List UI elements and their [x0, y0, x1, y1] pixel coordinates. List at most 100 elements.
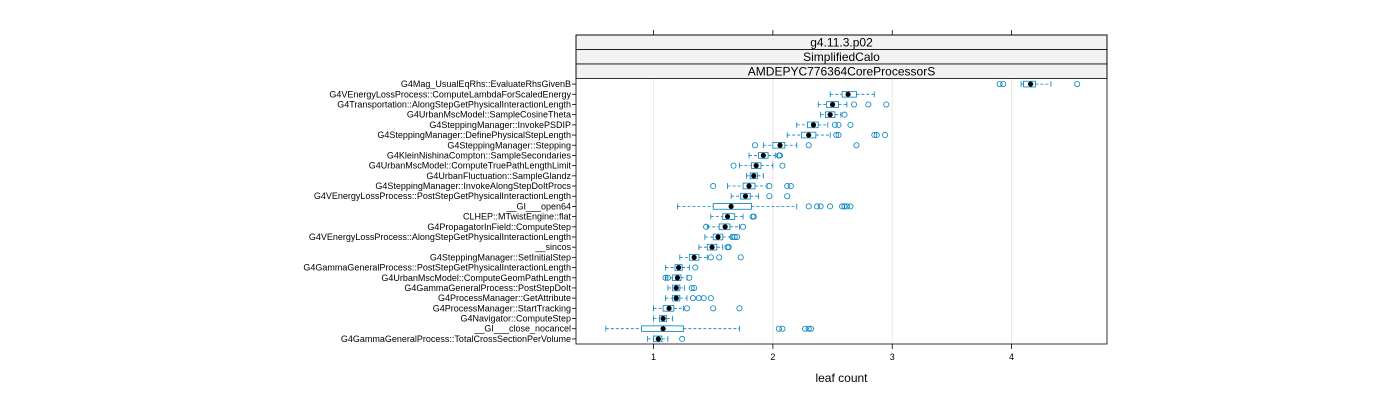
outlier-point — [827, 203, 834, 210]
median-dot — [806, 132, 812, 138]
x-tick-label: 1 — [651, 352, 656, 362]
x-tick-label: 4 — [1009, 352, 1014, 362]
category-label: G4ProcessManager::GetAttribute — [438, 293, 571, 303]
outlier-point — [853, 142, 860, 149]
median-dot — [676, 264, 682, 271]
median-dot — [722, 224, 728, 230]
outlier-point — [839, 203, 846, 210]
outlier-point — [688, 284, 695, 291]
category-label: G4SteppingManager::DefinePhysicalStepLen… — [377, 130, 571, 140]
outlier-point — [1074, 81, 1081, 88]
outlier-point — [683, 305, 690, 312]
category-label: G4SteppingManager::SetInitialStep — [430, 252, 571, 262]
outlier-point — [731, 233, 738, 240]
median-dot — [829, 101, 836, 108]
median-dot — [777, 142, 783, 148]
outlier-point — [835, 132, 842, 139]
outlier-point — [871, 132, 878, 139]
outlier-point — [847, 203, 854, 210]
outlier-point — [686, 274, 693, 281]
outlier-point — [787, 183, 794, 190]
strip-label: SimplifiedCalo — [803, 50, 880, 64]
outlier-point — [730, 162, 737, 169]
median-dot — [742, 193, 749, 199]
median-dot — [691, 254, 697, 260]
category-labels: G4Mag_UsualEqRhs::EvaluateRhsGivenBG4VEn… — [303, 79, 576, 344]
median-dot — [655, 336, 661, 342]
outlier-point — [766, 193, 773, 200]
outlier-point — [805, 203, 812, 210]
median-dot — [751, 173, 757, 179]
median-dot — [753, 163, 759, 169]
category-label: G4KleinNishinaCompton::SampleSecondaries — [387, 150, 572, 160]
category-label: __sincos — [534, 242, 571, 252]
category-label: G4GammaGeneralProcess::PostStepGetPhysic… — [303, 263, 571, 273]
x-tick-label: 2 — [770, 352, 775, 362]
outlier-point — [843, 203, 850, 210]
outlier-point — [1000, 81, 1007, 88]
median-dot — [845, 91, 851, 97]
outlier-point — [710, 305, 717, 312]
category-label: G4UrbanMscModel::ComputeTruePathLengthLi… — [369, 161, 572, 171]
category-label: G4UrbanMscModel::ComputeGeomPathLength — [381, 273, 571, 283]
panel-border — [575, 34, 1108, 345]
outlier-point — [841, 111, 848, 118]
median-dot — [810, 122, 817, 128]
outlier-point — [766, 183, 773, 190]
category-label: G4Transportation::AlongStepGetPhysicalIn… — [337, 99, 571, 109]
outlier-point — [775, 325, 782, 332]
outlier-point — [729, 233, 736, 240]
median-dot — [666, 305, 672, 311]
category-label: G4VEnergyLossProcess::AlongStepGetPhysic… — [309, 232, 571, 242]
category-label: G4GammaGeneralProcess::TotalCrossSection… — [341, 334, 571, 344]
median-dot — [827, 112, 833, 118]
category-label: G4PropagatorInField::ComputeStep — [427, 222, 571, 232]
outlier-point — [802, 325, 809, 332]
strip-headers: g4.11.3.p02SimplifiedCaloAMDEPYC776364Co… — [575, 34, 1108, 79]
outlier-point — [725, 244, 732, 251]
strip-label: AMDEPYC776364CoreProcessorS — [748, 65, 935, 79]
outlier-point — [695, 295, 702, 302]
median-dot — [724, 213, 731, 220]
boxes — [605, 80, 1081, 343]
outlier-point — [779, 325, 786, 332]
category-label: G4SteppingManager::Stepping — [447, 140, 571, 150]
outlier-point — [784, 183, 791, 190]
outlier-point — [700, 295, 707, 302]
category-label: __GI___close_nocancel — [473, 324, 571, 334]
outlier-point — [692, 264, 699, 271]
outlier-point — [664, 274, 671, 281]
category-label: CLHEP::MTwistEngine::flat — [463, 212, 572, 222]
median-dot — [715, 234, 721, 240]
category-label: G4VEnergyLossProcess::ComputeLambdaForSc… — [329, 89, 571, 99]
outlier-point — [724, 244, 731, 251]
outlier-point — [775, 152, 782, 159]
category-label: G4VEnergyLossProcess::PostStepGetPhysica… — [314, 191, 571, 201]
outlier-point — [883, 101, 890, 108]
outlier-point — [779, 162, 786, 169]
outlier-point — [835, 121, 842, 128]
x-axis-title: leaf count — [815, 371, 868, 385]
median-dot — [673, 285, 679, 291]
category-label: G4GammaGeneralProcess::PostStepDoIt — [404, 283, 571, 293]
category-label: G4ProcessManager::StartTracking — [433, 303, 571, 313]
outlier-point — [784, 193, 791, 200]
outlier-point — [710, 183, 717, 190]
outlier-point — [740, 223, 747, 230]
grid-lines — [653, 79, 1013, 344]
outlier-point — [734, 233, 741, 240]
median-dot — [674, 275, 681, 281]
outlier-point — [703, 223, 710, 230]
outlier-point — [716, 254, 723, 261]
category-label: G4SteppingManager::InvokeAlongStepDoItPr… — [375, 181, 571, 191]
median-dot — [660, 315, 666, 322]
x-tick-label: 3 — [890, 352, 895, 362]
median-dot — [660, 326, 666, 332]
x-axis: 1 2 3 4 — [651, 30, 1014, 362]
median-dot — [746, 183, 752, 189]
category-label: G4Mag_UsualEqRhs::EvaluateRhsGivenB — [401, 79, 571, 89]
outlier-point — [707, 254, 714, 261]
outlier-point — [689, 295, 696, 302]
outlier-point — [662, 274, 669, 281]
